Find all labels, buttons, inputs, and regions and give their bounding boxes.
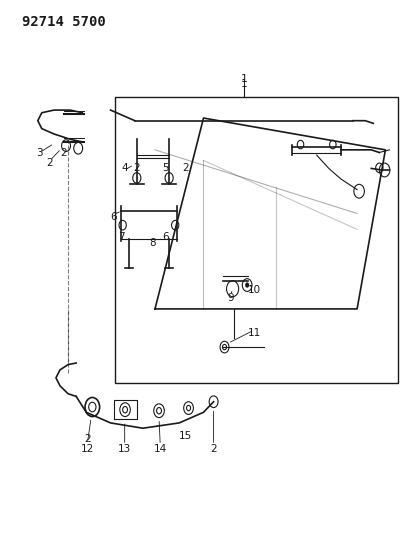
Text: 12: 12 xyxy=(81,445,94,455)
Text: 2: 2 xyxy=(61,148,67,158)
Bar xyxy=(115,97,398,383)
Text: 14: 14 xyxy=(153,445,167,455)
Text: 13: 13 xyxy=(118,445,131,455)
Text: 6: 6 xyxy=(162,232,168,243)
Text: 2: 2 xyxy=(46,158,53,168)
Text: 1: 1 xyxy=(241,78,247,88)
Circle shape xyxy=(245,282,249,288)
Text: 15: 15 xyxy=(179,431,192,441)
Text: 92714 5700: 92714 5700 xyxy=(22,14,105,29)
Text: 2: 2 xyxy=(84,434,91,444)
Text: 2: 2 xyxy=(133,164,140,173)
Text: 8: 8 xyxy=(150,238,156,248)
Text: 11: 11 xyxy=(247,328,260,338)
Text: 6: 6 xyxy=(110,212,117,222)
Text: 4: 4 xyxy=(121,164,128,173)
Text: 3: 3 xyxy=(37,148,43,158)
Text: 2: 2 xyxy=(182,164,188,173)
Text: 1: 1 xyxy=(241,74,247,84)
Text: 5: 5 xyxy=(162,164,168,173)
Text: 7: 7 xyxy=(118,232,125,243)
Text: 10: 10 xyxy=(247,285,260,295)
Text: 9: 9 xyxy=(227,293,234,303)
Text: 2: 2 xyxy=(210,445,217,455)
